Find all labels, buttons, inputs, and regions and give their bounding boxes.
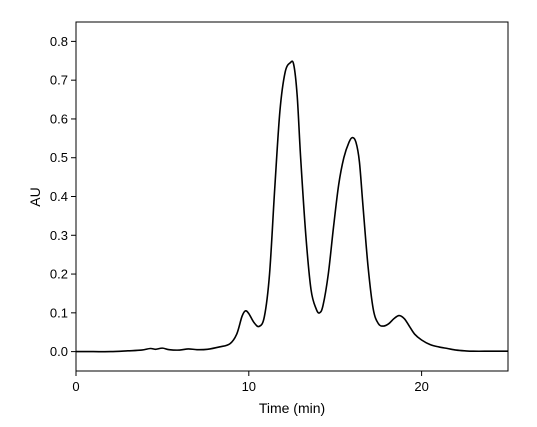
y-axis-title: AU <box>27 187 43 206</box>
y-tick-label: 0.8 <box>50 34 68 49</box>
x-axis-title: Time (min) <box>259 400 325 416</box>
y-tick-label: 0.3 <box>50 228 68 243</box>
y-tick-label: 0.0 <box>50 344 68 359</box>
x-tick-label: 10 <box>242 379 256 394</box>
plot-frame <box>75 21 509 372</box>
y-tick-label: 0.4 <box>50 189 68 204</box>
x-axis-ticks: 0 10 20 <box>72 371 429 394</box>
y-axis-ticks: 0.0 0.1 0.2 0.3 0.4 0.5 0.6 0.7 0.8 <box>50 34 76 359</box>
y-tick-label: 0.6 <box>50 111 68 126</box>
y-tick-label: 0.7 <box>50 73 68 88</box>
y-tick-label: 0.5 <box>50 150 68 165</box>
x-tick-label: 20 <box>414 379 428 394</box>
y-tick-label: 0.1 <box>50 305 68 320</box>
absorbance-trace <box>76 60 508 353</box>
y-tick-label: 0.2 <box>50 267 68 282</box>
x-tick-label: 0 <box>72 379 79 394</box>
